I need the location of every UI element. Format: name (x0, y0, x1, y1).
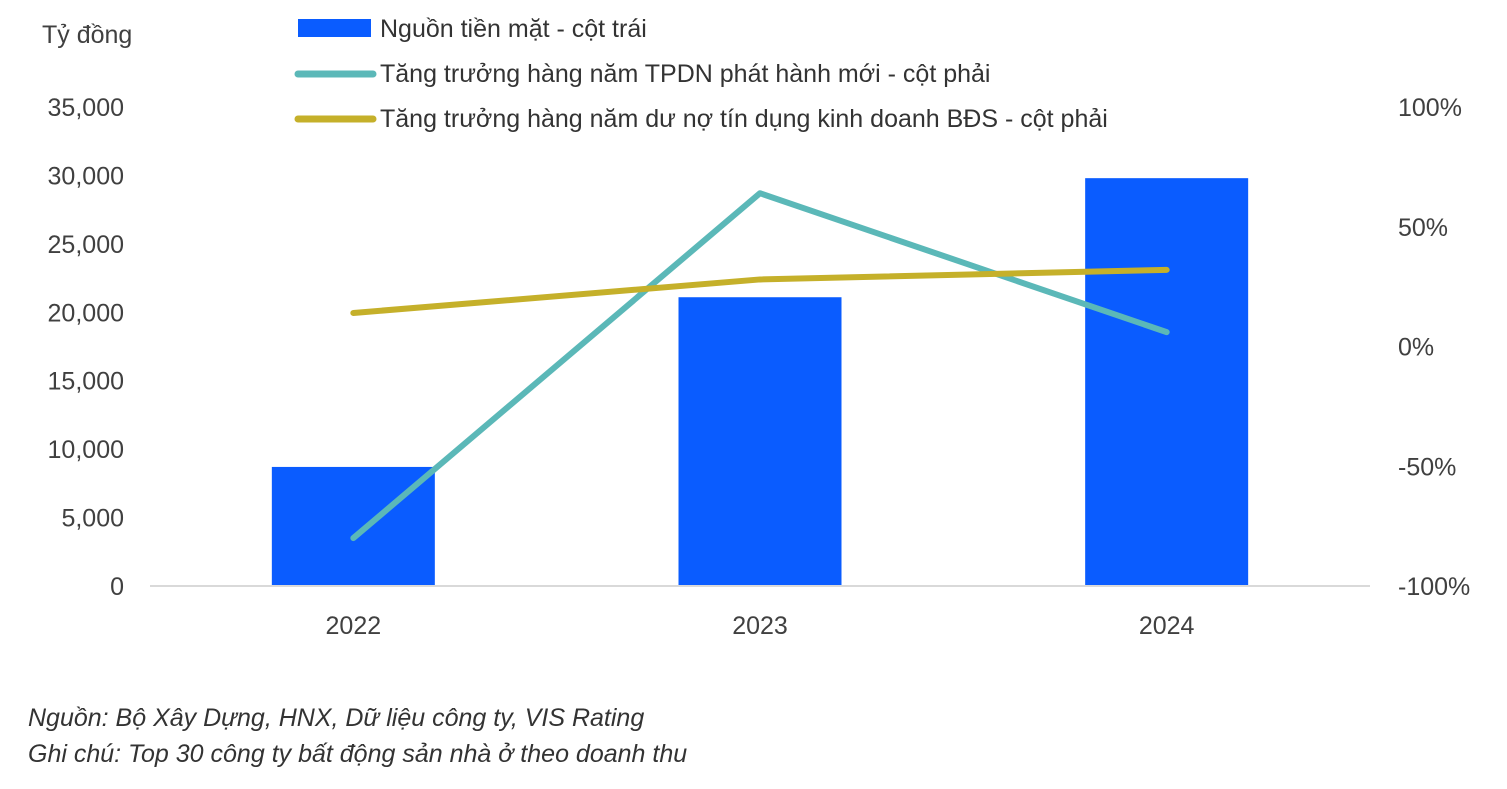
bar (678, 297, 842, 586)
right-tick-label: 0% (1398, 334, 1434, 362)
x-axis: 2022 2023 2024 (326, 612, 1195, 640)
right-axis: -100% -50% 0% 50% 100% (1398, 94, 1470, 601)
x-tick-label: 2024 (1139, 612, 1195, 640)
left-axis: 0 5,000 10,000 15,000 20,000 25,000 30,000 35,0… (48, 94, 124, 601)
line-series (350, 190, 1170, 542)
legend: Nguồn tiền mặt - cột trái Tăng trưởng hàn… (294, 15, 1108, 133)
legend-label: Tăng trưởng hàng năm TPDN phát hành mới … (380, 60, 991, 88)
bar (1085, 178, 1249, 586)
bar (271, 466, 435, 586)
legend-label: Tăng trưởng hàng năm dư nợ tín dụng kinh… (380, 105, 1108, 133)
left-tick-label: 35,000 (48, 94, 124, 122)
left-tick-label: 20,000 (48, 299, 124, 327)
left-tick-label: 25,000 (48, 231, 124, 259)
right-tick-label: 100% (1398, 94, 1462, 122)
x-tick-label: 2023 (732, 612, 788, 640)
combo-chart: Tỷ đồng Nguồn tiền mặt - cột trái Tăng tr… (42, 15, 1470, 640)
legend-bar-swatch (298, 19, 371, 37)
bar-series (271, 178, 1249, 586)
left-tick-label: 10,000 (48, 436, 124, 464)
left-tick-label: 0 (110, 573, 124, 601)
x-tick-label: 2022 (326, 612, 382, 640)
left-tick-label: 15,000 (48, 368, 124, 396)
right-tick-label: -50% (1398, 453, 1456, 481)
footnotes: Nguồn: Bộ Xây Dựng, HNX, Dữ liệu công ty… (28, 700, 687, 772)
right-tick-label: 50% (1398, 214, 1448, 242)
source-note: Nguồn: Bộ Xây Dựng, HNX, Dữ liệu công ty… (28, 704, 645, 732)
left-tick-label: 30,000 (48, 162, 124, 190)
right-tick-label: -100% (1398, 573, 1470, 601)
remark-note: Ghi chú: Top 30 công ty bất động sản nhà… (28, 740, 688, 768)
left-axis-unit-label: Tỷ đồng (42, 21, 132, 49)
legend-label: Nguồn tiền mặt - cột trái (380, 15, 647, 43)
left-tick-label: 5,000 (61, 505, 124, 533)
